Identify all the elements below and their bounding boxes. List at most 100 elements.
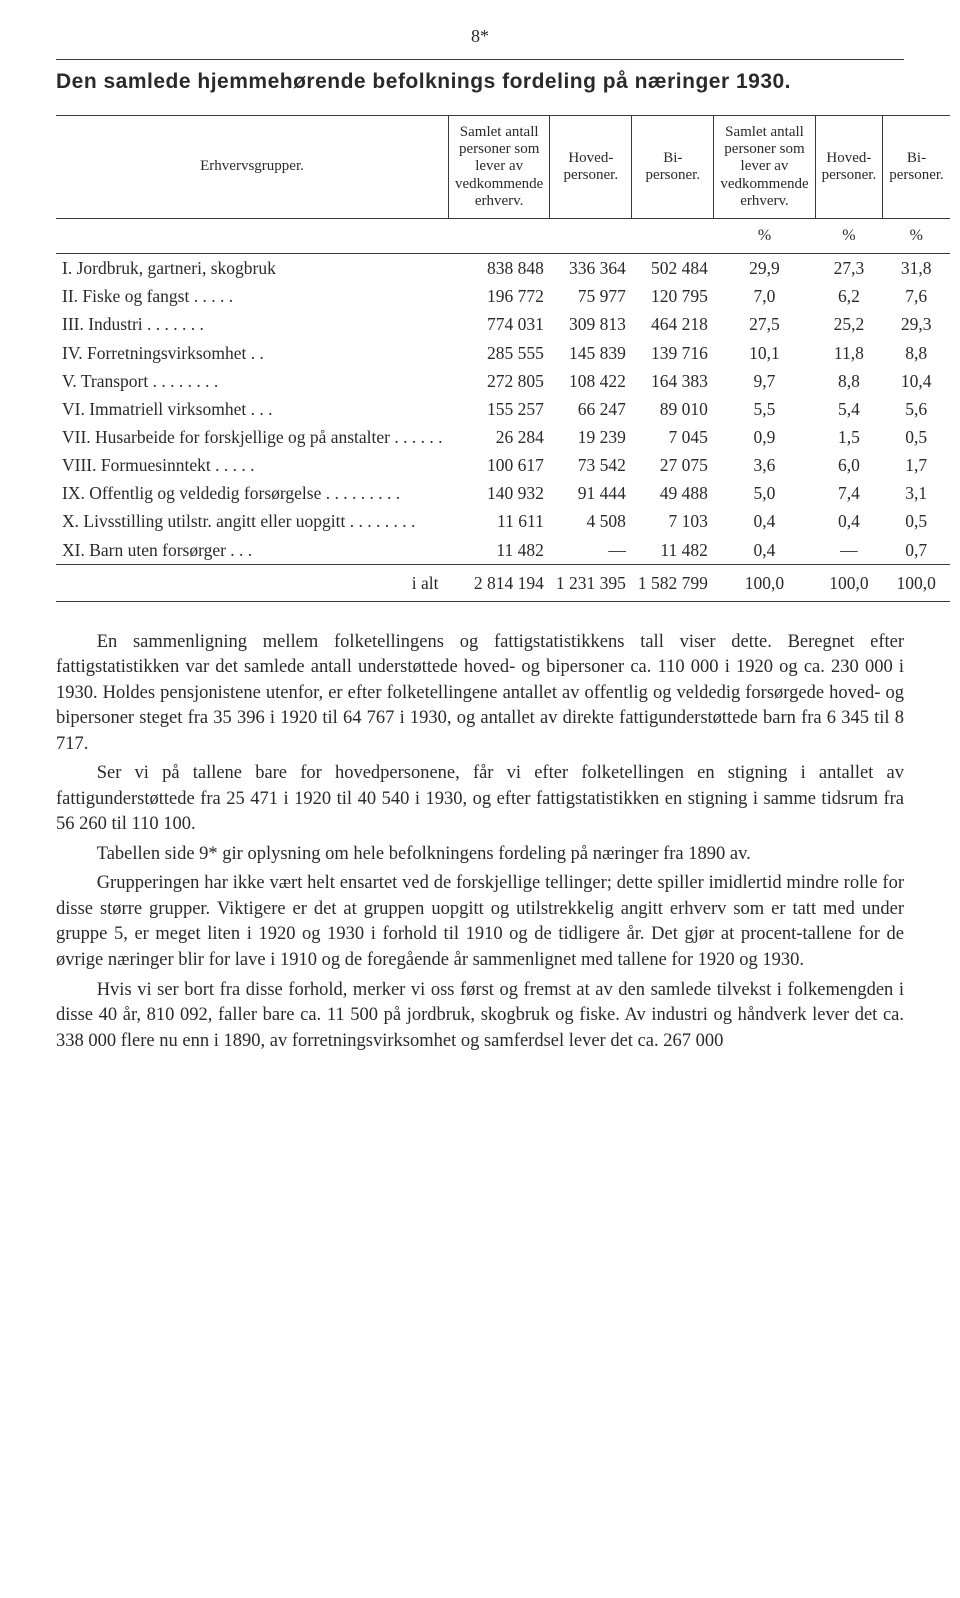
- row-label: VIII. Formuesinntekt . . . . .: [56, 451, 449, 479]
- total-c3: 1 582 799: [632, 564, 714, 601]
- row-c2: 108 422: [550, 367, 632, 395]
- row-label: V. Transport . . . . . . . .: [56, 367, 449, 395]
- row-c4: 7,0: [714, 282, 815, 310]
- row-c1: 100 617: [449, 451, 550, 479]
- total-label: i alt: [56, 564, 449, 601]
- row-c4: 10,1: [714, 339, 815, 367]
- row-c1: 26 284: [449, 423, 550, 451]
- row-c2: —: [550, 536, 632, 565]
- row-label: VII. Husarbeide for forskjellige og på a…: [56, 423, 449, 451]
- row-c1: 11 611: [449, 507, 550, 535]
- total-c1: 2 814 194: [449, 564, 550, 601]
- row-c6: 0,5: [883, 423, 950, 451]
- row-c3: 464 218: [632, 310, 714, 338]
- total-c6: 100,0: [883, 564, 950, 601]
- th-groups: Erhvervsgrupper.: [56, 115, 449, 218]
- table-row: II. Fiske og fangst . . . . .196 77275 9…: [56, 282, 950, 310]
- row-c6: 29,3: [883, 310, 950, 338]
- row-c5: 7,4: [815, 479, 883, 507]
- row-label: I. Jordbruk, gartneri, skogbruk: [56, 254, 449, 283]
- para-2: Ser vi på tallene bare for hovedpersonen…: [56, 761, 904, 838]
- row-c4: 0,9: [714, 423, 815, 451]
- table-row: III. Industri . . . . . . .774 031309 81…: [56, 310, 950, 338]
- row-c4: 5,0: [714, 479, 815, 507]
- table-row: IV. Forretningsvirksomhet . .285 555145 …: [56, 339, 950, 367]
- row-c2: 4 508: [550, 507, 632, 535]
- row-c2: 145 839: [550, 339, 632, 367]
- table-row: VI. Immatriell virksomhet . . .155 25766…: [56, 395, 950, 423]
- pct-label: %: [815, 219, 883, 254]
- pct-label: %: [714, 219, 815, 254]
- population-table: Erhvervsgrupper. Samlet antall personer …: [56, 115, 950, 602]
- row-c6: 5,6: [883, 395, 950, 423]
- row-label: III. Industri . . . . . . .: [56, 310, 449, 338]
- row-c3: 139 716: [632, 339, 714, 367]
- row-c1: 140 932: [449, 479, 550, 507]
- row-c3: 89 010: [632, 395, 714, 423]
- row-c6: 7,6: [883, 282, 950, 310]
- th-bi1: Bi-personer.: [632, 115, 714, 218]
- row-c5: 1,5: [815, 423, 883, 451]
- th-total1: Samlet antall personer som lever av vedk…: [449, 115, 550, 218]
- row-c3: 164 383: [632, 367, 714, 395]
- row-c4: 9,7: [714, 367, 815, 395]
- page-number: 8*: [56, 24, 904, 49]
- row-c2: 91 444: [550, 479, 632, 507]
- total-c5: 100,0: [815, 564, 883, 601]
- table-total-row: i alt 2 814 194 1 231 395 1 582 799 100,…: [56, 564, 950, 601]
- table-row: VII. Husarbeide for forskjellige og på a…: [56, 423, 950, 451]
- row-c2: 309 813: [550, 310, 632, 338]
- row-c2: 66 247: [550, 395, 632, 423]
- total-c2: 1 231 395: [550, 564, 632, 601]
- row-c5: 25,2: [815, 310, 883, 338]
- row-c6: 10,4: [883, 367, 950, 395]
- row-c5: —: [815, 536, 883, 565]
- row-c5: 6,2: [815, 282, 883, 310]
- para-4: Grupperingen har ikke vært helt ensartet…: [56, 871, 904, 973]
- row-c3: 502 484: [632, 254, 714, 283]
- row-c1: 838 848: [449, 254, 550, 283]
- row-c2: 73 542: [550, 451, 632, 479]
- para-5: Hvis vi ser bort fra disse forhold, merk…: [56, 978, 904, 1055]
- table-row: XI. Barn uten forsørger . . .11 482—11 4…: [56, 536, 950, 565]
- table-row: I. Jordbruk, gartneri, skogbruk838 84833…: [56, 254, 950, 283]
- row-label: IX. Offentlig og veldedig forsørgelse . …: [56, 479, 449, 507]
- th-hoved2: Hoved-personer.: [815, 115, 883, 218]
- row-c3: 27 075: [632, 451, 714, 479]
- row-c6: 31,8: [883, 254, 950, 283]
- row-c3: 7 045: [632, 423, 714, 451]
- row-c6: 1,7: [883, 451, 950, 479]
- row-label: IV. Forretningsvirksomhet . .: [56, 339, 449, 367]
- row-c4: 27,5: [714, 310, 815, 338]
- row-c5: 6,0: [815, 451, 883, 479]
- row-c5: 0,4: [815, 507, 883, 535]
- th-total2: Samlet antall personer som lever av vedk…: [714, 115, 815, 218]
- row-c2: 75 977: [550, 282, 632, 310]
- row-c3: 49 488: [632, 479, 714, 507]
- total-c4: 100,0: [714, 564, 815, 601]
- row-c6: 3,1: [883, 479, 950, 507]
- th-hoved1: Hoved-personer.: [550, 115, 632, 218]
- row-c1: 272 805: [449, 367, 550, 395]
- body-text: En sammenligning mellem folketellingens …: [56, 630, 904, 1054]
- table-row: VIII. Formuesinntekt . . . . .100 61773 …: [56, 451, 950, 479]
- row-label: XI. Barn uten forsørger . . .: [56, 536, 449, 565]
- row-c4: 3,6: [714, 451, 815, 479]
- row-c4: 0,4: [714, 507, 815, 535]
- row-c2: 336 364: [550, 254, 632, 283]
- para-1: En sammenligning mellem folketellingens …: [56, 630, 904, 758]
- row-c5: 27,3: [815, 254, 883, 283]
- row-c4: 0,4: [714, 536, 815, 565]
- row-c2: 19 239: [550, 423, 632, 451]
- row-c1: 774 031: [449, 310, 550, 338]
- row-c1: 155 257: [449, 395, 550, 423]
- row-c6: 0,5: [883, 507, 950, 535]
- row-c3: 120 795: [632, 282, 714, 310]
- para-3: Tabellen side 9* gir oplysning om hele b…: [56, 842, 904, 868]
- page-title: Den samlede hjemmehørende befolknings fo…: [56, 59, 904, 97]
- row-label: X. Livsstilling utilstr. angitt eller uo…: [56, 507, 449, 535]
- table-row: IX. Offentlig og veldedig forsørgelse . …: [56, 479, 950, 507]
- row-c5: 8,8: [815, 367, 883, 395]
- table-row: V. Transport . . . . . . . .272 805108 4…: [56, 367, 950, 395]
- row-c5: 11,8: [815, 339, 883, 367]
